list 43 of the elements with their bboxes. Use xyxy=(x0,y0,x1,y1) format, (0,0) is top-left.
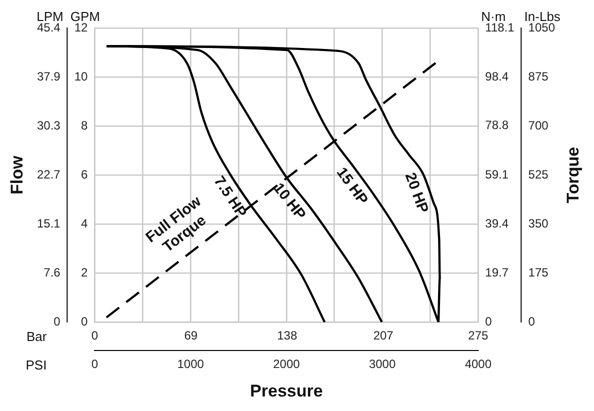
y3-tick-label: 350 xyxy=(528,216,549,230)
text: 37.9 xyxy=(36,69,61,84)
x2-tick-label: 138 xyxy=(277,328,298,343)
x-tick-label: 3000 xyxy=(368,357,396,372)
x2-tick-label: 207 xyxy=(373,328,394,343)
x2-tick-label: 69 xyxy=(184,328,198,343)
x-tick-label: 1000 xyxy=(177,357,204,372)
y-tick-label: 0 xyxy=(81,314,88,329)
y2-tick-label: 59.1 xyxy=(485,167,509,182)
text: 10 HP xyxy=(270,180,309,224)
y3-tick-label: 0 xyxy=(528,314,536,329)
y2-tick-label: 0 xyxy=(485,314,492,329)
text: 15 HP xyxy=(332,164,372,208)
y-axis-title: Flow xyxy=(8,154,27,194)
text: 7.6 xyxy=(44,265,61,280)
x-tick-label: 4000 xyxy=(464,357,492,372)
y-tick-label: 6 xyxy=(81,167,88,182)
text: 15.1 xyxy=(36,216,61,230)
y2-tick-label: 19.7 xyxy=(485,265,509,280)
x-tick-label: 2000 xyxy=(273,357,300,372)
y3-tick-label: 700 xyxy=(528,118,549,132)
text: 30.3 xyxy=(36,118,61,132)
y3-tick-label: 525 xyxy=(528,167,549,182)
y-tick-label: 2 xyxy=(81,265,88,280)
x2-tick-label: 0 xyxy=(91,328,98,343)
y2-tick-label: 39.4 xyxy=(485,216,509,230)
x2-tick-label: 275 xyxy=(468,328,488,343)
y-tick-label: 10 xyxy=(74,69,88,84)
text: 0 xyxy=(54,314,61,329)
text: 20 HP xyxy=(401,170,432,216)
y-tick-label: 8 xyxy=(81,118,88,132)
x-axis-title: Pressure xyxy=(250,382,323,401)
text: PSI xyxy=(26,357,47,372)
y-tick-label: 4 xyxy=(81,216,88,230)
y2-tick-label: 78.8 xyxy=(485,118,509,132)
x-tick-label: 0 xyxy=(91,357,98,372)
text: 22.7 xyxy=(36,167,61,182)
y2-tick-label: 98.4 xyxy=(485,69,509,84)
text: 7.5 HP xyxy=(210,173,250,221)
y3-tick-label: 875 xyxy=(528,69,549,84)
y3-tick-label: 175 xyxy=(528,265,549,280)
y2-axis-title: Torque xyxy=(564,146,583,204)
text: Bar xyxy=(26,328,48,344)
